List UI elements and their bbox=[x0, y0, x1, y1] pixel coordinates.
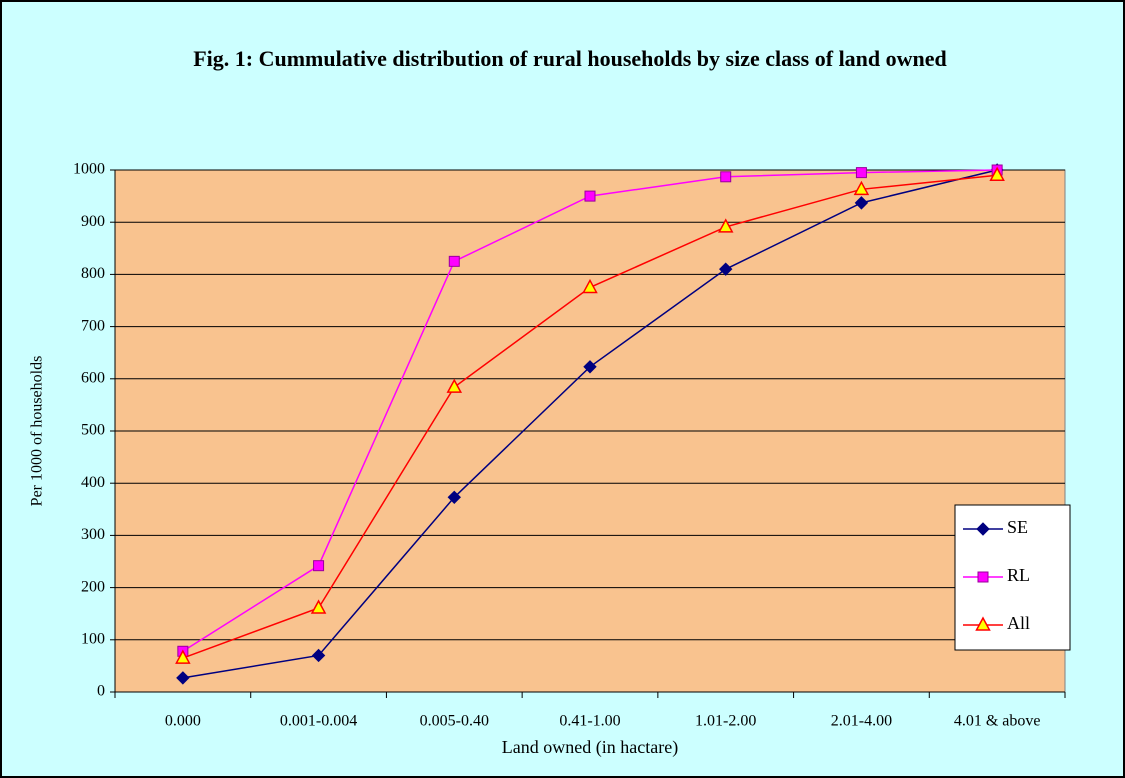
y-tick-label: 500 bbox=[81, 422, 105, 439]
y-tick-label: 1000 bbox=[73, 161, 105, 178]
marker bbox=[311, 648, 326, 663]
marker bbox=[313, 560, 325, 572]
y-tick-label: 700 bbox=[81, 317, 105, 334]
marker bbox=[447, 490, 461, 505]
legend-label: All bbox=[1007, 613, 1030, 633]
marker bbox=[854, 196, 869, 210]
x-tick-label: 0.000 bbox=[165, 713, 201, 730]
legend-marker bbox=[975, 616, 991, 631]
x-tick-label: 4.01 & above bbox=[954, 713, 1041, 730]
y-tick-label: 400 bbox=[81, 474, 105, 491]
marker bbox=[855, 167, 867, 179]
x-axis-label: Land owned (in hactare) bbox=[502, 737, 678, 758]
legend-marker bbox=[977, 571, 989, 583]
y-tick-label: 900 bbox=[81, 213, 105, 230]
marker bbox=[448, 255, 460, 267]
y-tick-label: 0 bbox=[97, 683, 105, 700]
legend-label: SE bbox=[1007, 517, 1028, 537]
y-tick-label: 200 bbox=[81, 578, 105, 595]
marker bbox=[176, 671, 190, 685]
x-tick-label: 1.01-2.00 bbox=[695, 713, 756, 730]
y-tick-label: 100 bbox=[81, 630, 105, 647]
legend-label: RL bbox=[1007, 565, 1030, 585]
y-tick-label: 800 bbox=[81, 265, 105, 282]
y-axis-label: Per 1000 of households bbox=[29, 356, 46, 507]
marker bbox=[720, 171, 732, 183]
marker bbox=[582, 278, 598, 294]
marker bbox=[583, 360, 597, 374]
marker bbox=[719, 262, 733, 276]
x-tick-label: 0.005-0.40 bbox=[420, 713, 489, 730]
marker bbox=[446, 378, 463, 393]
x-tick-label: 2.01-4.00 bbox=[831, 713, 892, 730]
marker bbox=[584, 190, 596, 202]
legend-marker bbox=[976, 522, 990, 536]
marker bbox=[717, 218, 734, 233]
marker bbox=[175, 649, 191, 664]
y-tick-label: 600 bbox=[81, 369, 105, 386]
y-tick-label: 300 bbox=[81, 526, 105, 543]
marker bbox=[310, 599, 327, 614]
marker bbox=[989, 166, 1005, 181]
marker bbox=[853, 180, 870, 196]
x-tick-label: 0.001-0.004 bbox=[280, 713, 357, 730]
x-tick-label: 0.41-1.00 bbox=[559, 713, 620, 730]
chart-title: Fig. 1: Cummulative distribution of rura… bbox=[193, 46, 947, 71]
